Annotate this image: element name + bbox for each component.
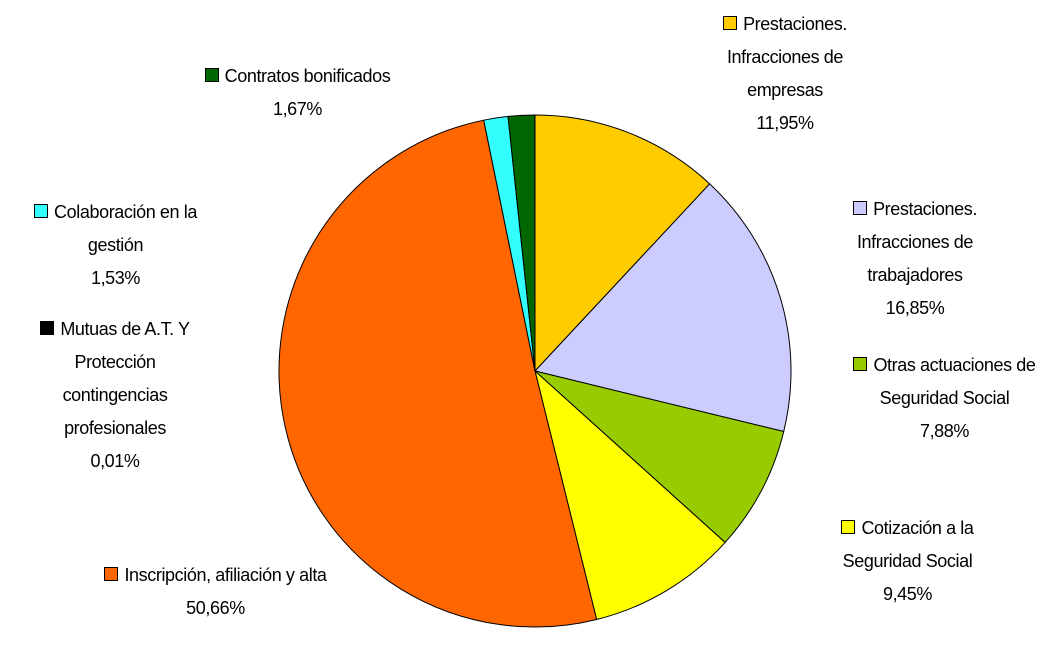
value-label: 0,01% [90, 451, 140, 471]
legend-entry: Inscripción, afiliación y alta [88, 559, 343, 592]
data-label: Cotización a la Seguridad Social 9,45% [810, 512, 1005, 611]
data-label: Contratos bonificados 1,67% [160, 60, 435, 126]
legend-swatch [104, 567, 119, 581]
data-label: Prestaciones. Infracciones de empresas 11… [695, 8, 875, 140]
data-label: Prestaciones. Infracciones de trabajador… [815, 193, 1015, 325]
category-name: Prestaciones. Infracciones de trabajador… [856, 199, 977, 285]
category-name: Otras actuaciones de Seguridad Social [873, 355, 1036, 408]
legend-swatch [204, 68, 219, 82]
value-label: 50,66% [186, 598, 245, 618]
legend-swatch [40, 321, 55, 335]
pie-slice [534, 370, 785, 544]
data-label: Inscripción, afiliación y alta 50,66% [88, 559, 343, 625]
value-label: 7,88% [919, 421, 970, 441]
pie-slice [534, 369, 726, 621]
pie-slice [534, 114, 711, 373]
category-name: Prestaciones. Infracciones de empresas [726, 14, 847, 100]
legend-swatch [853, 201, 868, 215]
legend-swatch [841, 520, 856, 534]
value-label: 11,95% [756, 113, 814, 133]
data-label: Mutuas de A.T. Y Protección contingencia… [25, 313, 205, 478]
legend-entry: Prestaciones. Infracciones de trabajador… [815, 193, 1015, 292]
legend-entry: Otras actuaciones de Seguridad Social [827, 349, 1053, 415]
legend-entry: Mutuas de A.T. Y Protección contingencia… [25, 313, 205, 445]
legend-entry: Cotización a la Seguridad Social [810, 512, 1005, 578]
category-name: Mutuas de A.T. Y Protección contingencia… [60, 319, 190, 438]
legend-entry: Prestaciones. Infracciones de empresas [695, 8, 875, 107]
data-label: Colaboración en la gestión 1,53% [8, 196, 223, 295]
legend-swatch [34, 204, 49, 218]
legend-entry: Contratos bonificados [160, 60, 435, 93]
category-name: Cotización a la Seguridad Social [842, 518, 974, 571]
category-name: Colaboración en la gestión [54, 202, 197, 255]
value-label: 1,67% [272, 99, 323, 119]
pie-slice [534, 183, 792, 433]
legend-swatch [853, 357, 868, 371]
category-name: Inscripción, afiliación y alta [124, 565, 327, 585]
value-label: 1,53% [90, 268, 141, 288]
value-label: 16,85% [885, 298, 945, 318]
data-label: Otras actuaciones de Seguridad Social 7,8… [827, 349, 1053, 448]
pie-slice [278, 119, 598, 628]
legend-entry: Colaboración en la gestión [8, 196, 223, 262]
legend-swatch [723, 16, 738, 30]
value-label: 9,45% [882, 584, 933, 604]
category-name: Contratos bonificados [224, 66, 391, 86]
